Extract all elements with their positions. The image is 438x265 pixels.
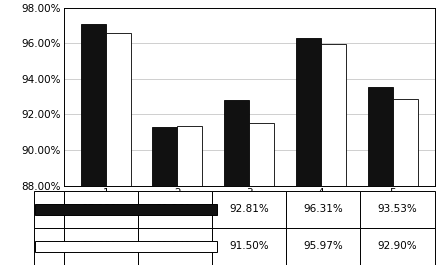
Bar — [106, 33, 131, 265]
Bar — [249, 123, 274, 265]
Bar — [367, 87, 392, 265]
Bar — [392, 99, 417, 265]
Bar — [35, 204, 217, 215]
Bar — [177, 126, 202, 265]
Bar — [35, 241, 217, 252]
Bar — [223, 100, 249, 265]
Bar — [152, 127, 177, 265]
Bar — [80, 24, 106, 265]
Bar — [295, 38, 320, 265]
Bar — [320, 44, 345, 265]
